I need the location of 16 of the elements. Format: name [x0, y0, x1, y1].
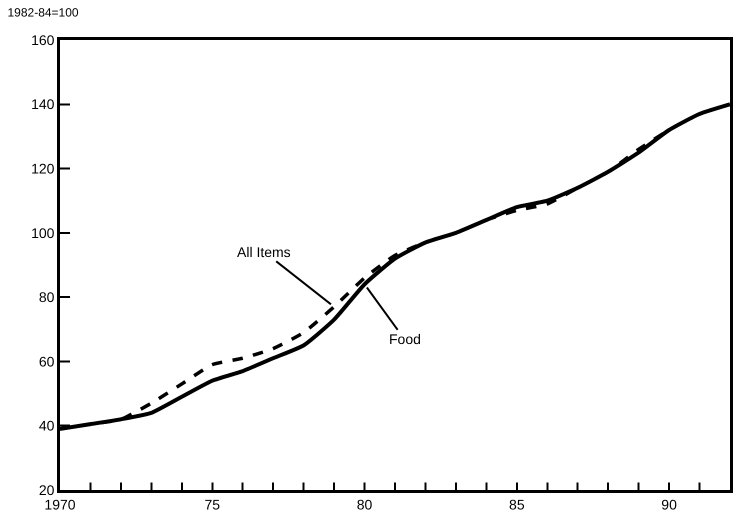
y-tick-label: 100: [31, 224, 55, 241]
x-tick-label: 75: [204, 496, 220, 513]
y-tick-label: 140: [31, 96, 55, 112]
annotation: Food: [389, 331, 421, 347]
y-tick-label: 160: [31, 32, 55, 48]
x-tick-label: 90: [661, 496, 678, 513]
y-tick-label: 80: [38, 289, 55, 306]
y-tick-label: 60: [38, 353, 55, 370]
y-tick-label: 20: [38, 482, 55, 498]
x-tick-label: 80: [356, 496, 373, 513]
y-tick-label: 40: [38, 418, 55, 434]
annotation: All Items: [237, 244, 291, 260]
y-tick-label: 120: [31, 160, 55, 176]
x-tick-label: 85: [509, 496, 525, 513]
chart-title: 1982-84=100: [8, 5, 79, 20]
x-tick-label: 1970: [44, 496, 76, 513]
